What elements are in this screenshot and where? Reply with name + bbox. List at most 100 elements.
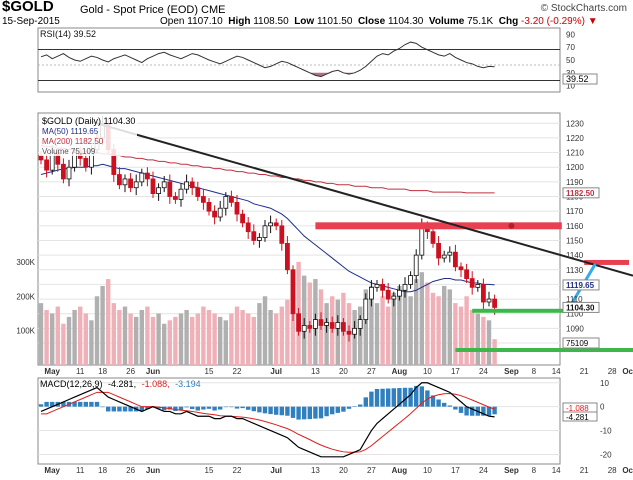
candle-body bbox=[475, 284, 481, 288]
macd-histogram-bar bbox=[380, 388, 385, 407]
macd-histogram-bar bbox=[352, 406, 357, 407]
x-tick-label: Oct bbox=[622, 367, 633, 376]
x-tick-label: 27 bbox=[367, 367, 376, 376]
price-tick-label: 1100 bbox=[566, 310, 584, 319]
volume-bar bbox=[83, 313, 88, 365]
volume-bar bbox=[78, 306, 83, 365]
instrument-name: Gold - Spot Price (EOD) CME bbox=[80, 4, 226, 16]
macd-last-value: -4.281 bbox=[566, 413, 589, 422]
x-tick-label: 14 bbox=[552, 367, 561, 376]
x-tick-label: Aug bbox=[392, 367, 408, 376]
candle-body bbox=[184, 181, 190, 190]
candle-body bbox=[212, 210, 218, 218]
volume-bar bbox=[61, 323, 66, 365]
macd-histogram-bar bbox=[246, 406, 251, 410]
volume-bar bbox=[134, 316, 139, 365]
high-value: 1108.50 bbox=[253, 16, 289, 27]
candle-body bbox=[396, 289, 402, 297]
x-tick-label: Jul bbox=[270, 466, 282, 475]
ma50-last-label-box bbox=[562, 279, 600, 291]
volume-bar bbox=[391, 292, 396, 365]
x-tick-label: 20 bbox=[339, 466, 348, 475]
quote-date: 15-Sep-2015 bbox=[2, 16, 60, 27]
macd-histogram-bar bbox=[374, 388, 380, 407]
volume-bar bbox=[139, 310, 144, 365]
macd-histogram-bar bbox=[402, 387, 408, 407]
macd-histogram-bar bbox=[218, 406, 223, 410]
price-tick-label: 1210 bbox=[566, 149, 584, 158]
candle-body bbox=[318, 319, 324, 326]
price-tick-label: 1110 bbox=[566, 295, 583, 304]
volume-bar bbox=[206, 310, 212, 365]
volume-tick-label: 200K bbox=[16, 292, 35, 301]
price-tick-label: 1170 bbox=[566, 207, 584, 216]
macd-histogram-bar bbox=[111, 406, 116, 412]
macd-histogram-bar bbox=[251, 406, 256, 412]
macd-histogram-bar bbox=[313, 406, 318, 419]
macd-histogram-bar bbox=[414, 385, 419, 407]
candle-body bbox=[307, 325, 313, 329]
price-tick-label: 1140 bbox=[566, 251, 584, 260]
candle-body bbox=[38, 155, 44, 161]
macd-histogram-bar bbox=[72, 401, 77, 407]
macd-histogram-bar bbox=[117, 406, 122, 412]
ma50-last-label: 1119.65 bbox=[566, 281, 595, 290]
volume-bar bbox=[492, 339, 497, 365]
macd-histogram-bar bbox=[184, 406, 189, 408]
price-tick-label: 1090 bbox=[566, 324, 584, 333]
macd-histogram-bar bbox=[212, 406, 217, 411]
x-tick-label: 8 bbox=[532, 466, 537, 475]
candle-body bbox=[447, 251, 453, 256]
macd-histogram-bar bbox=[296, 406, 301, 420]
macd-histogram-bar bbox=[447, 405, 452, 407]
candle-body bbox=[380, 284, 386, 291]
volume-last-box bbox=[562, 337, 600, 349]
candle-body bbox=[161, 181, 167, 189]
x-tick-label: Jul bbox=[270, 367, 282, 376]
candle-body bbox=[385, 289, 391, 300]
macd-histogram-bar bbox=[229, 406, 234, 408]
price-tick-label: 1200 bbox=[566, 163, 584, 172]
macd-histogram-bar bbox=[486, 406, 492, 416]
macd-line bbox=[40, 382, 495, 458]
volume-bar bbox=[374, 303, 380, 365]
candle-body bbox=[335, 322, 341, 329]
macd-histogram-bar bbox=[145, 406, 150, 410]
macd-histogram-bar bbox=[268, 406, 273, 415]
candle-body bbox=[133, 181, 139, 189]
macd-legend: MACD(12,26,9) -4.281, -1.088, -3.194 bbox=[40, 379, 201, 389]
macd-histogram-bar bbox=[318, 406, 324, 419]
volume-bar bbox=[94, 296, 100, 365]
low-label: Low bbox=[294, 16, 315, 27]
volume-bar bbox=[262, 296, 268, 365]
macd-last-signal: -1.088 bbox=[566, 404, 589, 413]
volume-bar bbox=[89, 320, 94, 365]
price-tick-label: 1150 bbox=[566, 236, 584, 245]
candle-body bbox=[251, 231, 257, 241]
macd-histogram-bar bbox=[453, 406, 458, 410]
macd-legend-value: -4.281, bbox=[108, 379, 136, 389]
macd-histogram-bar bbox=[89, 401, 94, 407]
volume-bar bbox=[229, 313, 234, 365]
candle-body bbox=[301, 325, 307, 332]
candle-body bbox=[284, 242, 290, 271]
candle-body bbox=[268, 222, 274, 227]
rsi-line bbox=[40, 41, 495, 78]
candle-body bbox=[340, 322, 346, 332]
support-line bbox=[472, 308, 573, 313]
macd-histogram-bar bbox=[78, 401, 83, 407]
candle-body bbox=[441, 254, 447, 259]
rsi-tick-label: 90 bbox=[566, 30, 575, 39]
volume-bar bbox=[122, 306, 128, 365]
macd-histogram-bar bbox=[106, 406, 111, 412]
candle-body bbox=[189, 181, 195, 189]
volume-bar bbox=[408, 296, 413, 365]
macd-histogram-bar bbox=[279, 406, 284, 416]
x-tick-label: 17 bbox=[451, 367, 460, 376]
x-tick-label: Sep bbox=[504, 466, 519, 475]
macd-histogram-bar bbox=[257, 406, 262, 413]
x-tick-label: 14 bbox=[552, 466, 561, 475]
volume-bar bbox=[212, 313, 217, 365]
rsi-tick-label: 50 bbox=[566, 56, 575, 65]
candle-body bbox=[324, 322, 330, 326]
